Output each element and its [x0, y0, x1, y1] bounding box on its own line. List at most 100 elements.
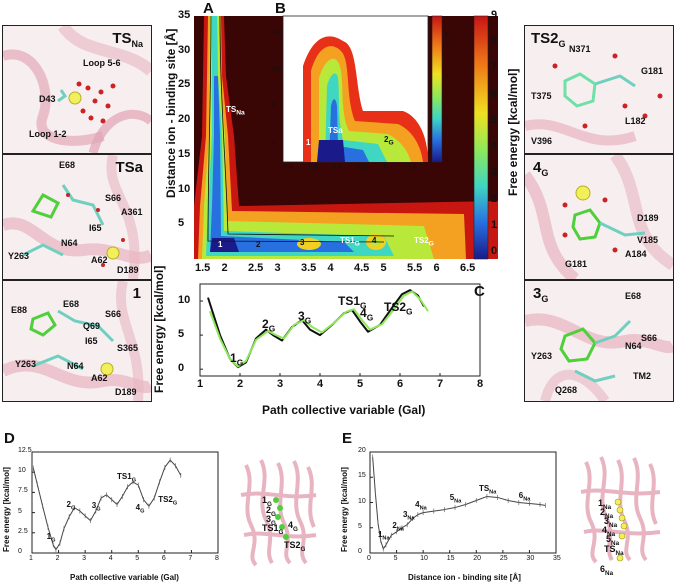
series-line-black — [207, 289, 425, 369]
label-v185: V185 — [637, 235, 659, 245]
chart-d-x-title: Path collective variable (Gal) — [70, 573, 179, 582]
chart-c-y-title: Free energy [kcal/mol] — [152, 265, 166, 393]
inset-x-tick: 3.4 — [406, 164, 417, 171]
heatmap-x-tick: 3 — [274, 262, 281, 274]
label-t375: T375 — [531, 91, 552, 101]
structure-d-label: 4G — [288, 520, 298, 533]
panel-4g-structure: 4G D189 V185 A184 G181 — [524, 154, 674, 280]
heatmap-x-tick: 2 — [221, 262, 228, 274]
series-line-green — [209, 290, 429, 368]
heatmap-y-title: Distance ion - binding site [Å] — [164, 28, 178, 198]
heatmap-y-tick: 25 — [178, 78, 191, 91]
annotation-5-na: 5Na — [449, 493, 462, 505]
x-tick-label: 4 — [317, 378, 324, 390]
structure-e-label: TSNa — [604, 544, 624, 557]
chart-d — [31, 451, 219, 554]
y-tick-label: 5 — [18, 507, 22, 515]
structure-e-label: 3Na — [604, 516, 618, 529]
heatmap-x-tick: 3.5 — [301, 262, 317, 274]
label-n371: N371 — [569, 44, 591, 54]
label-q268: Q268 — [555, 385, 578, 395]
structure-e-label: 5Na — [606, 534, 620, 547]
colorbar-tick: 6 — [491, 87, 498, 100]
annotation-4-g: 4G — [360, 306, 374, 323]
colorbar-tick: 7 — [491, 61, 498, 74]
annotation-1-g: 1G — [46, 531, 56, 544]
x-tick-label: 5 — [393, 555, 398, 562]
label-s66-3g: S66 — [641, 333, 658, 343]
heatmap-y-tick: 15 — [178, 147, 191, 160]
x-tick-label: 3 — [82, 555, 87, 562]
inset-y-tick: 14 — [272, 29, 280, 37]
heatmap-x-tick: 5 — [380, 262, 387, 274]
y-tick-label: 10 — [18, 467, 26, 475]
structure-d-label: 1G — [262, 495, 272, 508]
x-tick-label: 0 — [367, 555, 371, 562]
inset-x-tick: 1.8 — [307, 164, 318, 171]
panel-tsa-structure: TSa E68 S66 A361 I65 N64 Y263 A62 D189 — [2, 154, 152, 280]
structure-e-art — [580, 456, 661, 564]
inset-colorbar-tick: 6 — [445, 31, 449, 39]
x-tick-label: 30 — [526, 555, 535, 562]
chart-c — [199, 283, 481, 377]
inset-colorbar — [431, 15, 443, 163]
heatmap-x-tick: 4 — [327, 262, 334, 274]
label-n64: N64 — [61, 238, 78, 248]
label-d189: D189 — [117, 265, 139, 275]
heatmap-ann-4: 4 — [372, 236, 377, 245]
x-tick-label: 15 — [446, 555, 455, 562]
structure-e-label: 6Na — [600, 564, 614, 577]
tsa-structure-art — [3, 155, 151, 279]
x-tick-label: 1 — [29, 555, 33, 562]
y-tick-label: 10 — [178, 294, 191, 307]
x-tick-label: 5 — [357, 378, 364, 390]
inset-x-tick: 2.2 — [332, 164, 343, 171]
tsna-structure-art — [3, 26, 151, 153]
heatmap-ann-3: 3 — [300, 238, 305, 247]
label-a184: A184 — [625, 249, 647, 259]
inset-ann-tsa: TSa — [328, 126, 343, 135]
colorbar-tick: 5 — [491, 113, 498, 126]
colorbar-tick: 1 — [491, 218, 498, 231]
inset-y-tick: 6 — [272, 102, 276, 110]
inset-y-tick: 10 — [272, 65, 280, 73]
label-y263-3g: Y263 — [531, 351, 553, 361]
panel-title-tsa: TSa — [115, 159, 143, 176]
inset-ann-2g: 2G — [384, 135, 394, 147]
label-s66: S66 — [105, 193, 122, 203]
panel-label-e: E — [342, 430, 353, 447]
colorbar-title: Free energy [kcal/mol] — [506, 68, 520, 196]
label-a62-1: A62 — [91, 373, 108, 383]
x-tick-label: 7 — [437, 378, 444, 390]
inset-colorbar-tick: 0 — [445, 157, 449, 164]
heatmap-x-tick: 1.5 — [195, 262, 211, 274]
annotation-2-na: 2Na — [392, 521, 404, 533]
plot-frame — [199, 283, 481, 377]
label-d189-1: D189 — [115, 387, 137, 397]
heatmap-ann-2: 2 — [256, 240, 261, 249]
heatmap-ann-ts1: TS1G — [340, 236, 360, 248]
panel-1-structure: 1 E88 E68 S66 Q69 I65 S365 Y263 N64 A62 … — [2, 280, 152, 402]
x-tick-label: 6 — [161, 555, 166, 562]
chart-d-y-title: Free energy [kcal/mol] — [2, 467, 11, 552]
inset-plot — [282, 15, 429, 163]
main-colorbar — [473, 15, 489, 260]
x-tick-label: 8 — [215, 555, 219, 562]
heatmap-x-tick: 4.5 — [354, 262, 370, 274]
x-tick-label: 2 — [55, 555, 60, 562]
label-tm2: TM2 — [633, 371, 651, 381]
series-line-free-energy — [32, 459, 182, 551]
colorbar-tick: 4 — [491, 140, 498, 153]
label-d43: D43 — [39, 94, 56, 104]
heatmap-y-tick: 20 — [178, 113, 191, 126]
structure-e-label: 4Na — [602, 525, 616, 538]
annotation-2-g: 2G — [66, 499, 76, 512]
label-e68: E68 — [59, 160, 76, 170]
label-d189-4g: D189 — [637, 213, 659, 223]
label-y263: Y263 — [8, 251, 30, 261]
inset-x-tick: 2.6 — [357, 164, 368, 171]
heatmap-y-tick: 10 — [178, 182, 191, 195]
annotation-1-na: 1Na — [377, 529, 390, 542]
annotation-ts1-g: TS1G — [338, 294, 367, 311]
structure-d-label: 2G — [266, 505, 276, 518]
